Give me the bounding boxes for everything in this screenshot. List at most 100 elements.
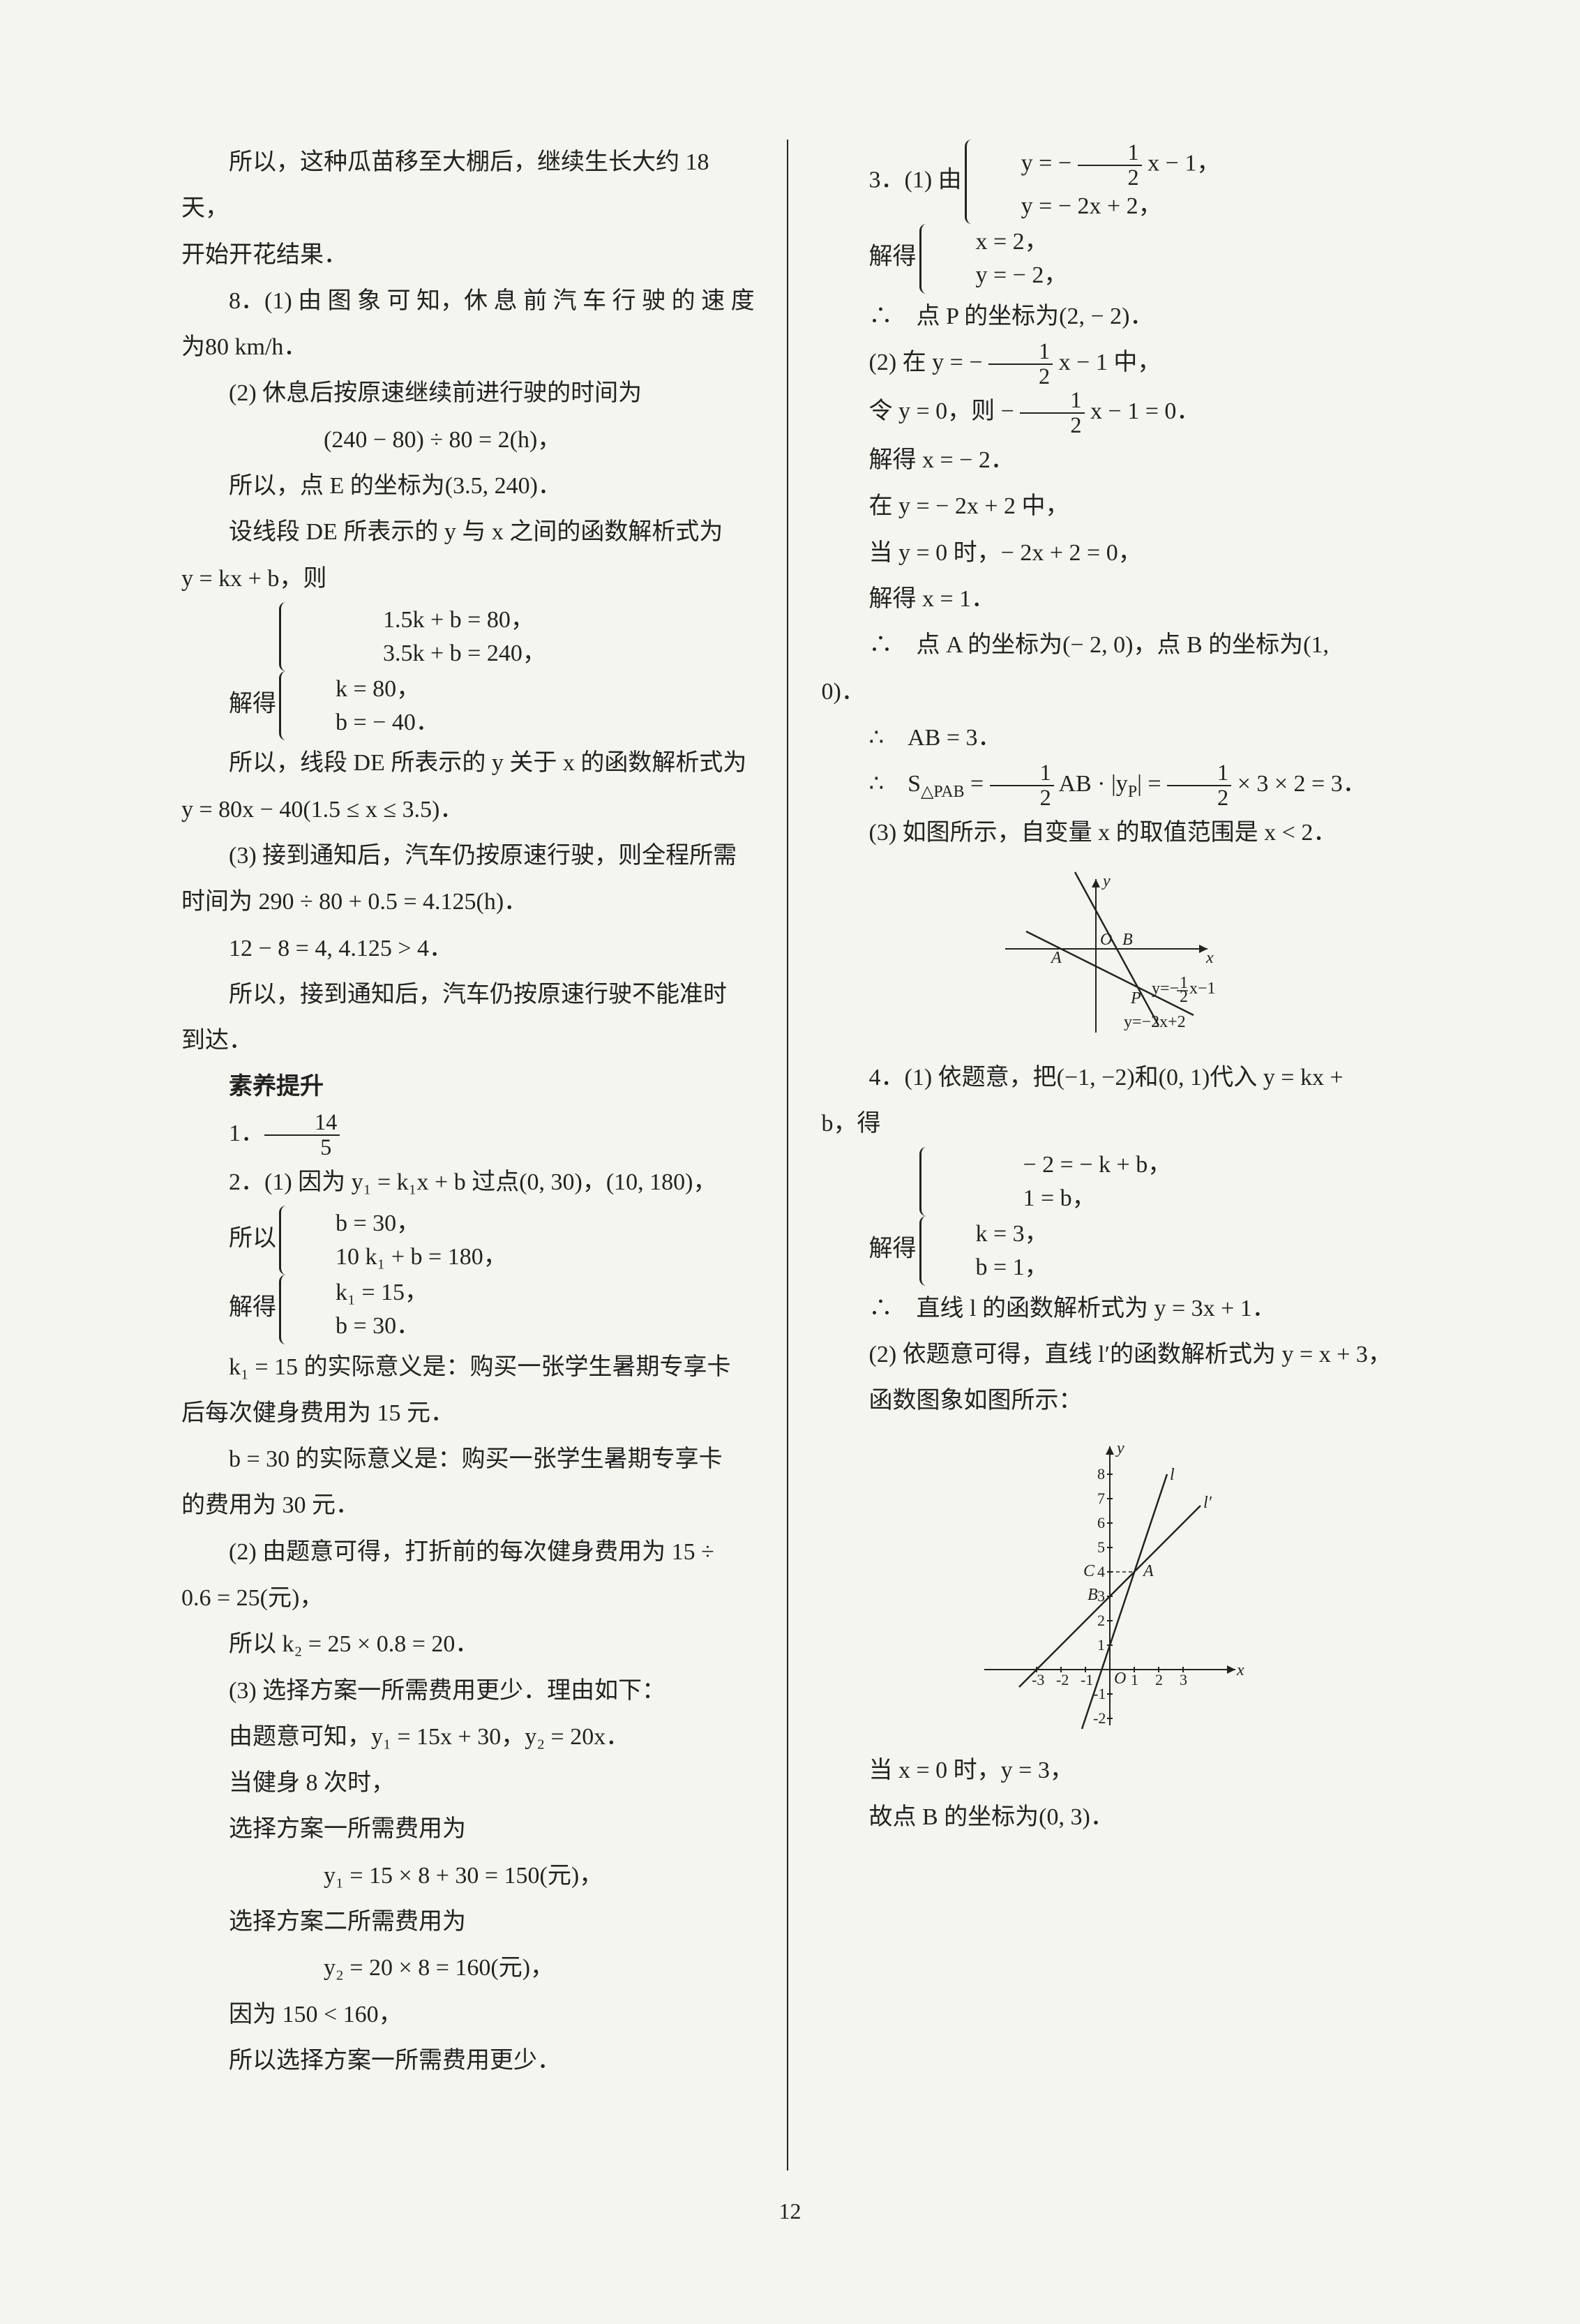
svg-text:P: P	[1130, 989, 1141, 1007]
text: 函数图象如图所示：	[822, 1378, 1399, 1424]
text: ∴ AB = 3．	[822, 715, 1399, 761]
svg-text:C: C	[1083, 1562, 1095, 1580]
svg-text:1: 1	[1097, 1636, 1105, 1654]
svg-text:l: l	[1170, 1466, 1175, 1484]
text: (240 − 80) ÷ 80 = 2(h)，	[181, 417, 759, 463]
text: 开始开花结果．	[181, 232, 759, 278]
text: 的费用为 30 元．	[181, 1483, 759, 1529]
svg-text:-2: -2	[1093, 1709, 1106, 1727]
text: 当健身 8 次时，	[181, 1760, 759, 1806]
text: 故点 B 的坐标为(0, 3)．	[822, 1794, 1399, 1841]
equation-system: 3．(1) 由 y = − 12 x − 1， y = − 2x + 2，	[822, 140, 1399, 224]
svg-text:B: B	[1088, 1586, 1098, 1604]
text: 为80 km/h．	[181, 324, 759, 370]
text: ∴ 直线 l 的函数解析式为 y = 3x + 1．	[822, 1286, 1399, 1332]
text: 解得 x = 1．	[822, 576, 1399, 622]
svg-text:l′: l′	[1203, 1494, 1212, 1512]
text: y = kx + b，则	[181, 556, 759, 602]
svg-text:4: 4	[1097, 1563, 1105, 1580]
text: y₁ = 15 × 8 + 30 = 150(元)，	[181, 1853, 759, 1899]
svg-text:O: O	[1114, 1670, 1126, 1688]
text: 1．145	[181, 1111, 759, 1160]
figure-1: y x O A B P y=− 1 2 x−1 y=−2x+2	[984, 865, 1235, 1047]
equation-system: 解得k = 80，b = − 40．	[181, 671, 759, 740]
equation-system: 解得k₁ = 15，b = 30．	[181, 1275, 759, 1344]
svg-text:x: x	[1236, 1661, 1244, 1679]
svg-text:y: y	[1101, 872, 1111, 890]
svg-text:2: 2	[1180, 988, 1188, 1006]
text: 2．(1) 因为 y₁ = k₁x + b 过点(0, 30)，(10, 180…	[181, 1160, 759, 1206]
svg-text:B: B	[1122, 931, 1133, 949]
right-column: 3．(1) 由 y = − 12 x − 1， y = − 2x + 2， 解得…	[788, 140, 1399, 2171]
svg-text:-2: -2	[1056, 1671, 1069, 1688]
text: 因为 150 < 160，	[181, 1992, 759, 2038]
svg-text:y: y	[1115, 1439, 1124, 1457]
svg-text:-1: -1	[1081, 1671, 1093, 1688]
text: 所以，这种瓜苗移至大棚后，继续生长大约 18 天，	[181, 140, 759, 232]
text: k₁ = 15 的实际意义是：购买一张学生暑期专享卡	[181, 1344, 759, 1390]
svg-text:3: 3	[1180, 1671, 1187, 1688]
page-number: 12	[181, 2198, 1399, 2224]
text: 后每次健身费用为 15 元．	[181, 1390, 759, 1437]
svg-text:A: A	[1142, 1562, 1154, 1580]
svg-text:y=−: y=−	[1152, 980, 1179, 998]
svg-text:8: 8	[1097, 1465, 1105, 1483]
text: 当 x = 0 时，y = 3，	[822, 1748, 1399, 1794]
figure-2: y x O -3 -2 -1 1 2 3	[963, 1432, 1256, 1739]
left-column: 所以，这种瓜苗移至大棚后，继续生长大约 18 天， 开始开花结果． 8．(1) …	[181, 140, 788, 2171]
text: 12 − 8 = 4, 4.125 > 4．	[181, 926, 759, 972]
svg-text:A: A	[1050, 949, 1062, 967]
text: 到达．	[181, 1018, 759, 1064]
text: 所以，线段 DE 所表示的 y 关于 x 的函数解析式为	[181, 740, 759, 786]
equation-system: 所以b = 30，10 k₁ + b = 180，	[181, 1206, 759, 1275]
text: 4．(1) 依题意，把(−1, −2)和(0, 1)代入 y = kx +	[822, 1055, 1399, 1101]
text: b = 30 的实际意义是：购买一张学生暑期专享卡	[181, 1437, 759, 1483]
text: 所以 k₂ = 25 × 0.8 = 20．	[181, 1621, 759, 1667]
text: (3) 如图所示，自变量 x 的取值范围是 x < 2．	[822, 810, 1399, 856]
text: (2) 依题意可得，直线 l′的函数解析式为 y = x + 3，	[822, 1332, 1399, 1378]
text: 设线段 DE 所表示的 y 与 x 之间的函数解析式为	[181, 509, 759, 555]
equation-system: 1.5k + b = 80，3.5k + b = 240，	[181, 602, 759, 671]
text: (2) 休息后按原速继续前进行驶的时间为	[181, 370, 759, 417]
svg-text:O: O	[1100, 931, 1112, 949]
svg-text:1: 1	[1131, 1671, 1138, 1688]
text: 所以，点 E 的坐标为(3.5, 240)．	[181, 463, 759, 509]
svg-text:6: 6	[1097, 1514, 1105, 1531]
text: 0)．	[822, 669, 1399, 715]
text: 所以，接到通知后，汽车仍按原速行驶不能准时	[181, 972, 759, 1018]
equation-system: 解得k = 3，b = 1，	[822, 1216, 1399, 1285]
text: 令 y = 0，则 − 12 x − 1 = 0．	[822, 389, 1399, 437]
text: (3) 接到通知后，汽车仍按原速行驶，则全程所需	[181, 833, 759, 879]
page: 所以，这种瓜苗移至大棚后，继续生长大约 18 天， 开始开花结果． 8．(1) …	[0, 0, 1580, 2324]
text: 当 y = 0 时，− 2x + 2 = 0，	[822, 530, 1399, 576]
section-heading: 素养提升	[181, 1064, 759, 1110]
text: 选择方案一所需费用为	[181, 1806, 759, 1852]
svg-text:2: 2	[1155, 1671, 1163, 1688]
text: 时间为 290 ÷ 80 + 0.5 = 4.125(h)．	[181, 879, 759, 925]
text: b，得	[822, 1101, 1399, 1147]
text: (2) 在 y = − 12 x − 1 中，	[822, 340, 1399, 389]
text: ∴ 点 A 的坐标为(− 2, 0)，点 B 的坐标为(1,	[822, 622, 1399, 668]
svg-text:2: 2	[1097, 1612, 1105, 1629]
text: 解得 x = − 2．	[822, 437, 1399, 483]
columns: 所以，这种瓜苗移至大棚后，继续生长大约 18 天， 开始开花结果． 8．(1) …	[181, 140, 1399, 2171]
text: 8．(1) 由 图 象 可 知，休 息 前 汽 车 行 驶 的 速 度	[181, 278, 759, 324]
equation-system: 解得x = 2，y = − 2，	[822, 224, 1399, 293]
svg-text:5: 5	[1097, 1538, 1105, 1556]
svg-text:7: 7	[1097, 1490, 1105, 1507]
svg-text:y=−2x+2: y=−2x+2	[1124, 1013, 1186, 1031]
text: 由题意可知，y₁ = 15x + 30，y₂ = 20x．	[181, 1714, 759, 1760]
text: 0.6 = 25(元)，	[181, 1575, 759, 1621]
text: ∴ 点 P 的坐标为(2, − 2)．	[822, 294, 1399, 340]
svg-text:x: x	[1205, 949, 1214, 967]
text: 所以选择方案一所需费用更少．	[181, 2038, 759, 2084]
text: (3) 选择方案一所需费用更少．理由如下：	[181, 1668, 759, 1714]
text: 在 y = − 2x + 2 中，	[822, 483, 1399, 530]
text: ∴ S△PAB = 12 AB · |yP| = 12 × 3 × 2 = 3．	[822, 761, 1399, 810]
text: y₂ = 20 × 8 = 160(元)，	[181, 1945, 759, 1991]
svg-text:x−1: x−1	[1189, 980, 1216, 998]
text: 选择方案二所需费用为	[181, 1899, 759, 1945]
text: y = 80x − 40(1.5 ≤ x ≤ 3.5)．	[181, 787, 759, 833]
equation-system: − 2 = − k + b，1 = b，	[822, 1147, 1399, 1216]
text: (2) 由题意可得，打折前的每次健身费用为 15 ÷	[181, 1529, 759, 1575]
